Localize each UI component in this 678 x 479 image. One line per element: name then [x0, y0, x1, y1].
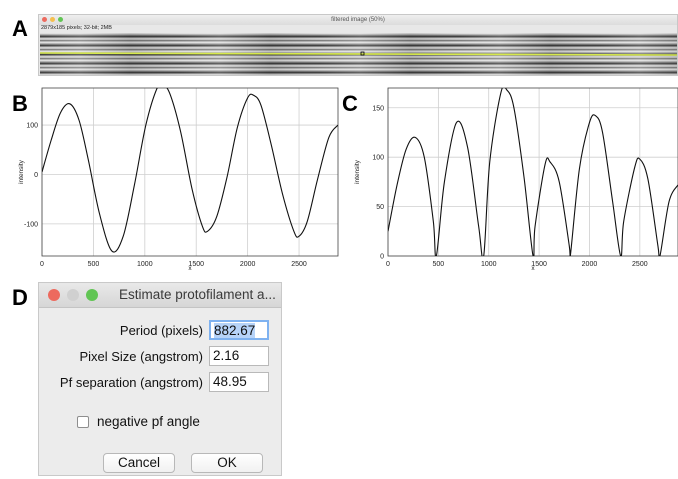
image-window-title: filtered image (50%): [331, 17, 385, 23]
y-tick-label: -100: [24, 221, 38, 228]
pixel-size-input[interactable]: 2.16: [209, 346, 269, 366]
period-label: Period (pixels): [119, 323, 203, 338]
y-axis-label: intensity: [18, 159, 25, 184]
cancel-button[interactable]: Cancel: [103, 453, 175, 473]
x-tick-label: 1500: [188, 261, 204, 268]
close-icon[interactable]: [42, 17, 47, 22]
zoom-icon[interactable]: [86, 289, 98, 301]
y-tick-label: 0: [34, 172, 38, 179]
panel-letter-b: B: [12, 91, 28, 116]
x-tick-label: 2000: [582, 261, 598, 268]
y-tick-label: 50: [376, 204, 384, 211]
period-value: 882.67: [214, 323, 256, 338]
y-tick-label: 100: [26, 123, 38, 130]
pf-separation-label: Pf separation (angstrom): [59, 375, 203, 390]
field-row-period: Period (pixels) 882.67: [39, 320, 281, 342]
x-tick-label: 500: [88, 261, 100, 268]
panel-letter-d: D: [12, 285, 28, 310]
x-tick-label: 1000: [481, 261, 497, 268]
dialog-titlebar[interactable]: Estimate protofilament a...: [39, 283, 281, 308]
series-line: [42, 88, 338, 253]
y-tick-label: 0: [380, 254, 384, 261]
y-tick-label: 150: [372, 105, 384, 112]
estimate-dialog[interactable]: Estimate protofilament a... Period (pixe…: [38, 282, 282, 476]
negative-pf-angle-checkbox[interactable]: [77, 416, 89, 428]
close-icon[interactable]: [48, 289, 60, 301]
x-tick-label: 1500: [531, 261, 547, 268]
x-tick-label: 1000: [137, 261, 153, 268]
panel-letter-c: C: [342, 91, 358, 116]
y-axis-label: intensity: [354, 159, 361, 184]
x-tick-label: 0: [386, 261, 390, 268]
plot-frame: [387, 87, 678, 257]
x-axis-label: x: [188, 265, 192, 272]
field-row-pixel-size: Pixel Size (angstrom) 2.16: [39, 346, 281, 368]
negative-pf-angle-label[interactable]: negative pf angle: [97, 414, 200, 429]
zoom-icon[interactable]: [58, 17, 63, 22]
filtered-image[interactable]: [40, 33, 677, 75]
x-tick-label: 500: [433, 261, 445, 268]
pixel-size-label: Pixel Size (angstrom): [79, 349, 203, 364]
chart-b: 0 500 1000 1500 2000 2500 -100 0 100 x intensity: [18, 87, 339, 272]
image-info-text: 2879x185 pixels; 32-bit; 2MB: [41, 25, 112, 31]
minimize-icon[interactable]: [50, 17, 55, 22]
chart-c: 0 500 1000 1500 2000 2500 0 50 100 150 x intensity: [354, 87, 678, 272]
panel-letter-a: A: [12, 16, 28, 41]
line-selection-overlay: [40, 51, 677, 56]
period-input[interactable]: 882.67: [209, 320, 269, 340]
field-row-pf-separation: Pf separation (angstrom) 48.95: [39, 372, 281, 394]
y-tick-label: 100: [372, 155, 384, 162]
x-axis-label: x: [531, 265, 535, 272]
x-tick-label: 2000: [240, 261, 256, 268]
image-window-titlebar[interactable]: filtered image (50%): [39, 15, 677, 25]
x-tick-label: 2500: [291, 261, 307, 268]
dialog-title: Estimate protofilament a...: [119, 287, 276, 302]
x-tick-label: 0: [40, 261, 44, 268]
pf-separation-input[interactable]: 48.95: [209, 372, 269, 392]
image-window[interactable]: filtered image (50%) 2879x185 pixels; 32…: [38, 14, 678, 76]
minimize-icon[interactable]: [67, 289, 79, 301]
series-line: [388, 88, 678, 256]
x-tick-label: 2500: [632, 261, 648, 268]
ok-button[interactable]: OK: [191, 453, 263, 473]
